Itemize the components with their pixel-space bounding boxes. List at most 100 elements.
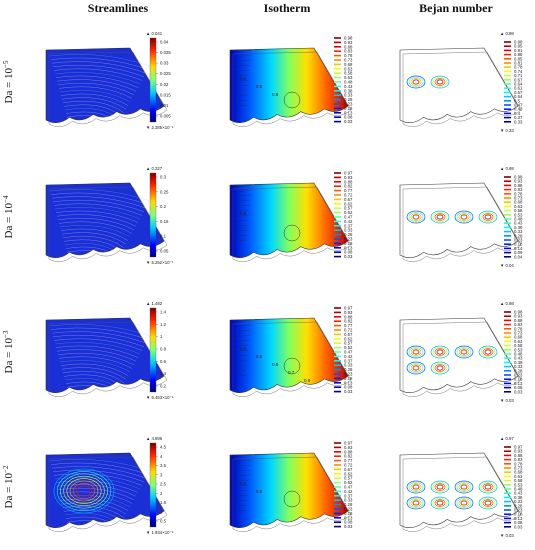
isotherm-legend-label: 0.08 — [344, 385, 353, 390]
isotherm-legend-label: 0.18 — [344, 376, 353, 381]
colorbar-tick-label: 0.035 — [160, 50, 171, 55]
bejan-max: ▲ 0.98 — [500, 31, 514, 36]
streamlines-colorbar — [149, 442, 157, 528]
streamline — [62, 101, 125, 113]
bejan-min: ▼ 0.03 — [500, 398, 514, 403]
bejan-contour — [458, 348, 470, 356]
bejan-legend-label: 0.83 — [514, 187, 523, 192]
colorbar-tick-label: 2 — [160, 491, 163, 496]
streamline — [58, 86, 133, 99]
isotherm-contour — [229, 194, 252, 198]
bejan-legend-label: 0.5 — [514, 98, 521, 103]
isotherm-contour — [229, 54, 252, 58]
bejan-legend-label: 0.13 — [514, 381, 523, 386]
bejan-contour — [430, 75, 450, 89]
isotherm-legend-label: 0.58 — [344, 71, 353, 76]
isotherm-legend-label: 0.93 — [344, 175, 353, 180]
isotherm-legend-label: 0.03 — [344, 254, 353, 259]
streamline — [51, 331, 147, 344]
bejan-legend-label: 0.58 — [514, 343, 523, 348]
colorbar-tick-label: 0.015 — [160, 92, 171, 97]
isotherm-legend-label: 0.67 — [344, 467, 353, 472]
isotherm-legend-label: 0.33 — [344, 498, 353, 503]
streamline-loop — [53, 468, 115, 514]
colorbar-tick-label: 0.3 — [160, 175, 167, 180]
bejan-contour — [436, 79, 444, 85]
streamline — [62, 236, 125, 248]
isotherm-contour-label: 0.3 — [240, 481, 247, 486]
isotherm-legend-label: 0.33 — [344, 363, 353, 368]
isotherm-legend-label: 0.52 — [344, 210, 353, 215]
streamline — [50, 192, 149, 205]
streamlines-colorbar — [149, 307, 157, 393]
bejan-contour — [478, 345, 498, 359]
column-header-bejan-number: Bejan number — [419, 1, 493, 15]
bejan-contour — [482, 213, 494, 221]
bejan-contour — [434, 364, 446, 372]
bejan-contour — [480, 481, 496, 493]
colorbar-tick-label: 0.025 — [160, 71, 171, 76]
isotherm-contour-label: 0.5 — [256, 489, 263, 494]
bejan-legend-label: 0.48 — [514, 217, 523, 222]
isotherm-legend-label: 0.28 — [344, 367, 353, 372]
isotherm-legend-label: 0.62 — [344, 336, 353, 341]
bejan-contour — [436, 500, 444, 506]
streamline — [52, 335, 145, 347]
isotherm-contour — [229, 474, 251, 478]
bejan-contour — [478, 496, 498, 510]
isotherm-cylinder — [283, 91, 301, 109]
bejan-legend-label: 0.23 — [514, 238, 523, 243]
bejan-outline — [402, 456, 522, 532]
bejan-legend-label: 0.83 — [514, 457, 523, 462]
isotherm-legend-label: 0.57 — [344, 341, 353, 346]
isotherm-cylinder — [283, 224, 301, 242]
bejan-contour — [460, 484, 468, 490]
bejan-contour — [436, 349, 444, 355]
bejan-legend-label: 0.93 — [514, 314, 523, 319]
bejan-legend-label: 0.67 — [514, 77, 523, 82]
isotherm-legend-label: 0.47 — [344, 350, 353, 355]
colorbar-tick-label: 0.5 — [160, 519, 167, 524]
isotherm-legend-label: 0.72 — [344, 328, 353, 333]
isotherm-contour — [229, 479, 250, 483]
bejan-contour — [408, 481, 424, 493]
isotherm-legend-label: 0.13 — [344, 110, 353, 115]
bejan-max: ▲ 0.98 — [500, 301, 514, 306]
streamline — [63, 239, 123, 252]
bejan-legend-label: 0.18 — [514, 242, 523, 247]
bejan-legend-label: 0.64 — [514, 82, 523, 87]
isotherm-legend-label: 0.13 — [344, 515, 353, 520]
isotherm-outline — [232, 456, 352, 532]
isotherm-legend-label: 0.62 — [344, 201, 353, 206]
streamline — [57, 218, 135, 230]
isotherm-domain — [229, 317, 349, 393]
bejan-legend-label: 0.43 — [514, 107, 523, 112]
streamline — [50, 57, 149, 70]
isotherm-contour-label: 0.4 — [240, 346, 247, 351]
streamline — [49, 459, 151, 472]
streamlines-min: ▼ 2.385×10⁻⁵ — [146, 125, 174, 130]
streamlines-plot: ▲ 1.482 1.4 1.2 1 0.8 0.6 0.4 0.2 ▼ 6.453×10⁻⁶ — [45, 301, 174, 400]
streamline — [49, 189, 151, 202]
bejan-legend-label: 0.43 — [514, 221, 523, 226]
isotherm-legend-label: 0.62 — [344, 471, 353, 476]
isotherm-legend-label: 0.13 — [344, 380, 353, 385]
bejan-contour — [408, 211, 424, 223]
row-label: Da = 10−3 — [2, 330, 15, 373]
row-label-exponent: −4 — [2, 195, 10, 203]
isotherm-legend-label: 0.47 — [344, 485, 353, 490]
bejan-legend-label: 0.33 — [514, 119, 523, 124]
isotherm-legend-label: 0.82 — [344, 184, 353, 189]
isotherm-legend-label: 0.88 — [344, 179, 353, 184]
streamlines-min: ▼ 6.453×10⁻⁶ — [146, 395, 174, 400]
streamline — [59, 225, 131, 238]
bejan-contour — [430, 210, 450, 224]
colorbar-tick-label: 1.2 — [160, 322, 167, 327]
bejan-legend-label: 0.93 — [514, 179, 523, 184]
bejan-contour — [434, 499, 446, 507]
bejan-contour — [456, 211, 472, 223]
isotherm-legend-label: 0.42 — [344, 219, 353, 224]
bejan-legend-label: 0.61 — [514, 86, 523, 91]
isotherm-contour — [229, 209, 250, 213]
isotherm-legend-label: 0.23 — [344, 102, 353, 107]
